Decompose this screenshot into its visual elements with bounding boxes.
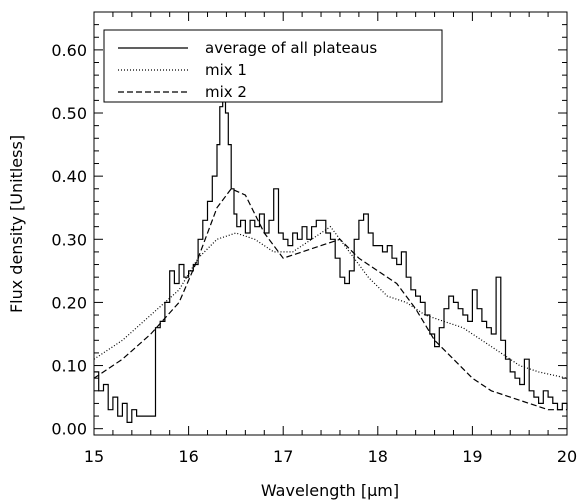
legend-label-average: average of all plateaus	[205, 39, 377, 57]
x-tick-label: 19	[462, 447, 482, 466]
legend-label-mix1: mix 1	[205, 61, 247, 79]
y-axis-label: Flux density [Unitless]	[7, 135, 26, 313]
y-tick-label: 0.30	[51, 230, 87, 249]
tick-labels: 15 16 17 18 19 20 0.00 0.10 0.20 0.30 0.40 0.50 0.60	[51, 41, 577, 466]
series-group	[93, 80, 568, 423]
y-tick-label: 0.10	[51, 357, 87, 376]
series-mix2-line	[93, 188, 567, 411]
x-tick-label: 15	[84, 447, 104, 466]
legend: average of all plateaus mix 1 mix 2	[103, 29, 443, 103]
legend-label-mix2: mix 2	[205, 83, 247, 101]
y-tick-label: 0.00	[51, 420, 87, 439]
x-tick-label: 16	[178, 447, 198, 466]
x-tick-label: 20	[557, 447, 577, 466]
axis-ticks	[93, 12, 568, 435]
legend-box	[103, 29, 443, 103]
x-tick-label: 18	[368, 447, 388, 466]
y-tick-label: 0.50	[51, 104, 87, 123]
series-average-line	[94, 80, 568, 423]
x-tick-label: 17	[273, 447, 293, 466]
y-tick-label: 0.20	[51, 293, 87, 312]
y-tick-label: 0.60	[51, 41, 87, 60]
y-tick-label: 0.40	[51, 167, 87, 186]
plot-frame	[93, 11, 568, 436]
x-axis-label: Wavelength [μm]	[261, 481, 399, 500]
